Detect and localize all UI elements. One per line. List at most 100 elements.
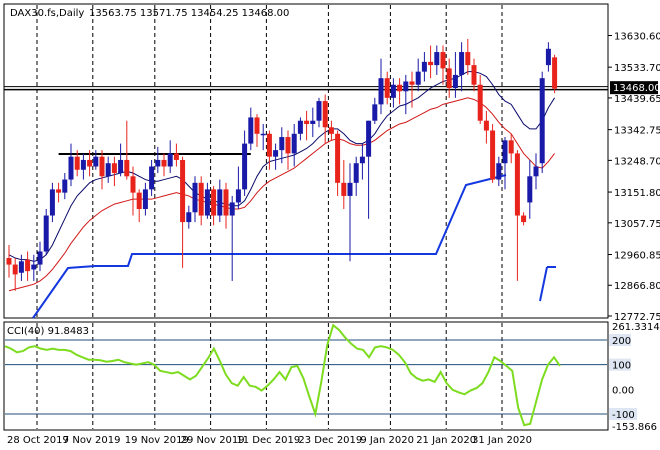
x-tick-label: 23 Dec 2019 [298,435,362,446]
candle-body [539,78,545,164]
candle-body [273,150,279,157]
candle-body [316,101,322,121]
candle-body [397,84,403,92]
y-tick-label: 12866.80 [614,281,660,292]
x-tick-label: 19 Nov 2019 [125,435,189,446]
candle-body [180,159,186,223]
x-tick-label: 21 Jan 2020 [416,435,476,446]
x-tick-label: 7 Nov 2019 [63,435,121,446]
y-tick-label: 13533.70 [614,63,660,74]
candle-body [353,163,359,183]
candle-body [211,189,217,216]
candle-body [378,78,384,105]
x-tick-label: 9 Jan 2020 [360,435,414,446]
candle-body [68,156,74,180]
candle-body [403,81,409,92]
cci-level-badge [609,408,637,420]
candle-body [37,251,43,265]
cci-tick-label: 0.00 [612,385,634,396]
candle-body [229,202,235,216]
chart-symbol: DAX30.fs,Daily [10,8,84,19]
candle-body [167,153,173,167]
candle-body [111,163,117,174]
moving-average-slow [8,97,555,292]
candle-body [124,159,130,177]
candle-body [223,189,229,216]
candle-body [545,48,551,66]
support-line [32,174,507,319]
candle-body [149,166,155,190]
candle-body [291,133,297,154]
candle-body [260,133,266,136]
candle-body [304,120,310,124]
candle-body [465,52,471,66]
cci-tick-label: -100 [612,410,635,421]
y-tick-label: 13248.70 [614,156,660,167]
candle-body [390,84,396,98]
candle-body [204,189,210,216]
candle-body [440,52,446,69]
candle-body [409,81,415,85]
candle-body [130,176,136,193]
cci-title: CCI(40) 91.8483 [7,326,89,337]
candle-body [12,264,18,275]
x-tick-label: 11 Dec 2019 [236,435,300,446]
candle-body [43,215,49,252]
candle-body [80,159,86,170]
candle-body [310,120,316,124]
candle-body [118,159,124,174]
candle-body [477,84,483,121]
candle-body [428,61,434,66]
candle-body [527,176,533,203]
candle-body [235,189,241,203]
candle-body [136,192,142,209]
candle-body [508,140,514,154]
candle-body [105,163,111,177]
candle-body [142,189,148,209]
candle-body [490,130,496,180]
x-tick-label: 29 Nov 2019 [181,435,245,446]
y-tick-label: 13057.75 [614,219,660,230]
cci-line [4,323,561,427]
candle-body [446,68,452,89]
candle-body [341,182,347,196]
candle-body [421,61,427,72]
last-price-label: 13468.00 [610,81,660,95]
candle-body [242,143,248,190]
y-tick-label: 13342.75 [614,126,660,137]
candle-body [93,156,99,167]
candle-body [483,120,489,131]
candle-body [322,101,328,128]
candle-body [359,156,365,164]
candle-body [459,52,465,75]
cci-tick-label: 261.3314 [612,322,660,333]
candle-body [254,117,260,134]
candle-body [452,74,458,89]
chart-ohlc: 13563.75 13571.75 13454.25 13468.00 [89,8,289,19]
last-price-text: 13468.00 [613,83,660,94]
cci-tick-label: 100 [612,361,631,372]
candle-body [347,182,353,196]
candle-body [279,137,285,151]
y-tick-label: 12772.75 [614,312,660,323]
candle-body [471,65,477,85]
candle-body [502,140,508,164]
candle-body [161,159,167,167]
candle-body [6,258,12,265]
y-tick-label: 13151.80 [614,188,660,199]
candle-body [56,189,62,193]
x-tick-label: 31 Jan 2020 [472,435,532,446]
support-line [539,266,548,302]
candle-body [248,117,254,144]
candle-body [155,159,161,167]
candle-body [366,120,372,157]
y-tick-label: 13630.60 [614,31,660,42]
cci-level-badge [609,358,631,371]
candle-body [266,133,272,157]
candle-body [521,215,527,223]
candle-body [198,182,204,216]
candle-body [514,153,520,216]
cci-tick-label: -153.866 [612,422,657,433]
candle-body [217,189,223,216]
candle-body [192,182,198,213]
